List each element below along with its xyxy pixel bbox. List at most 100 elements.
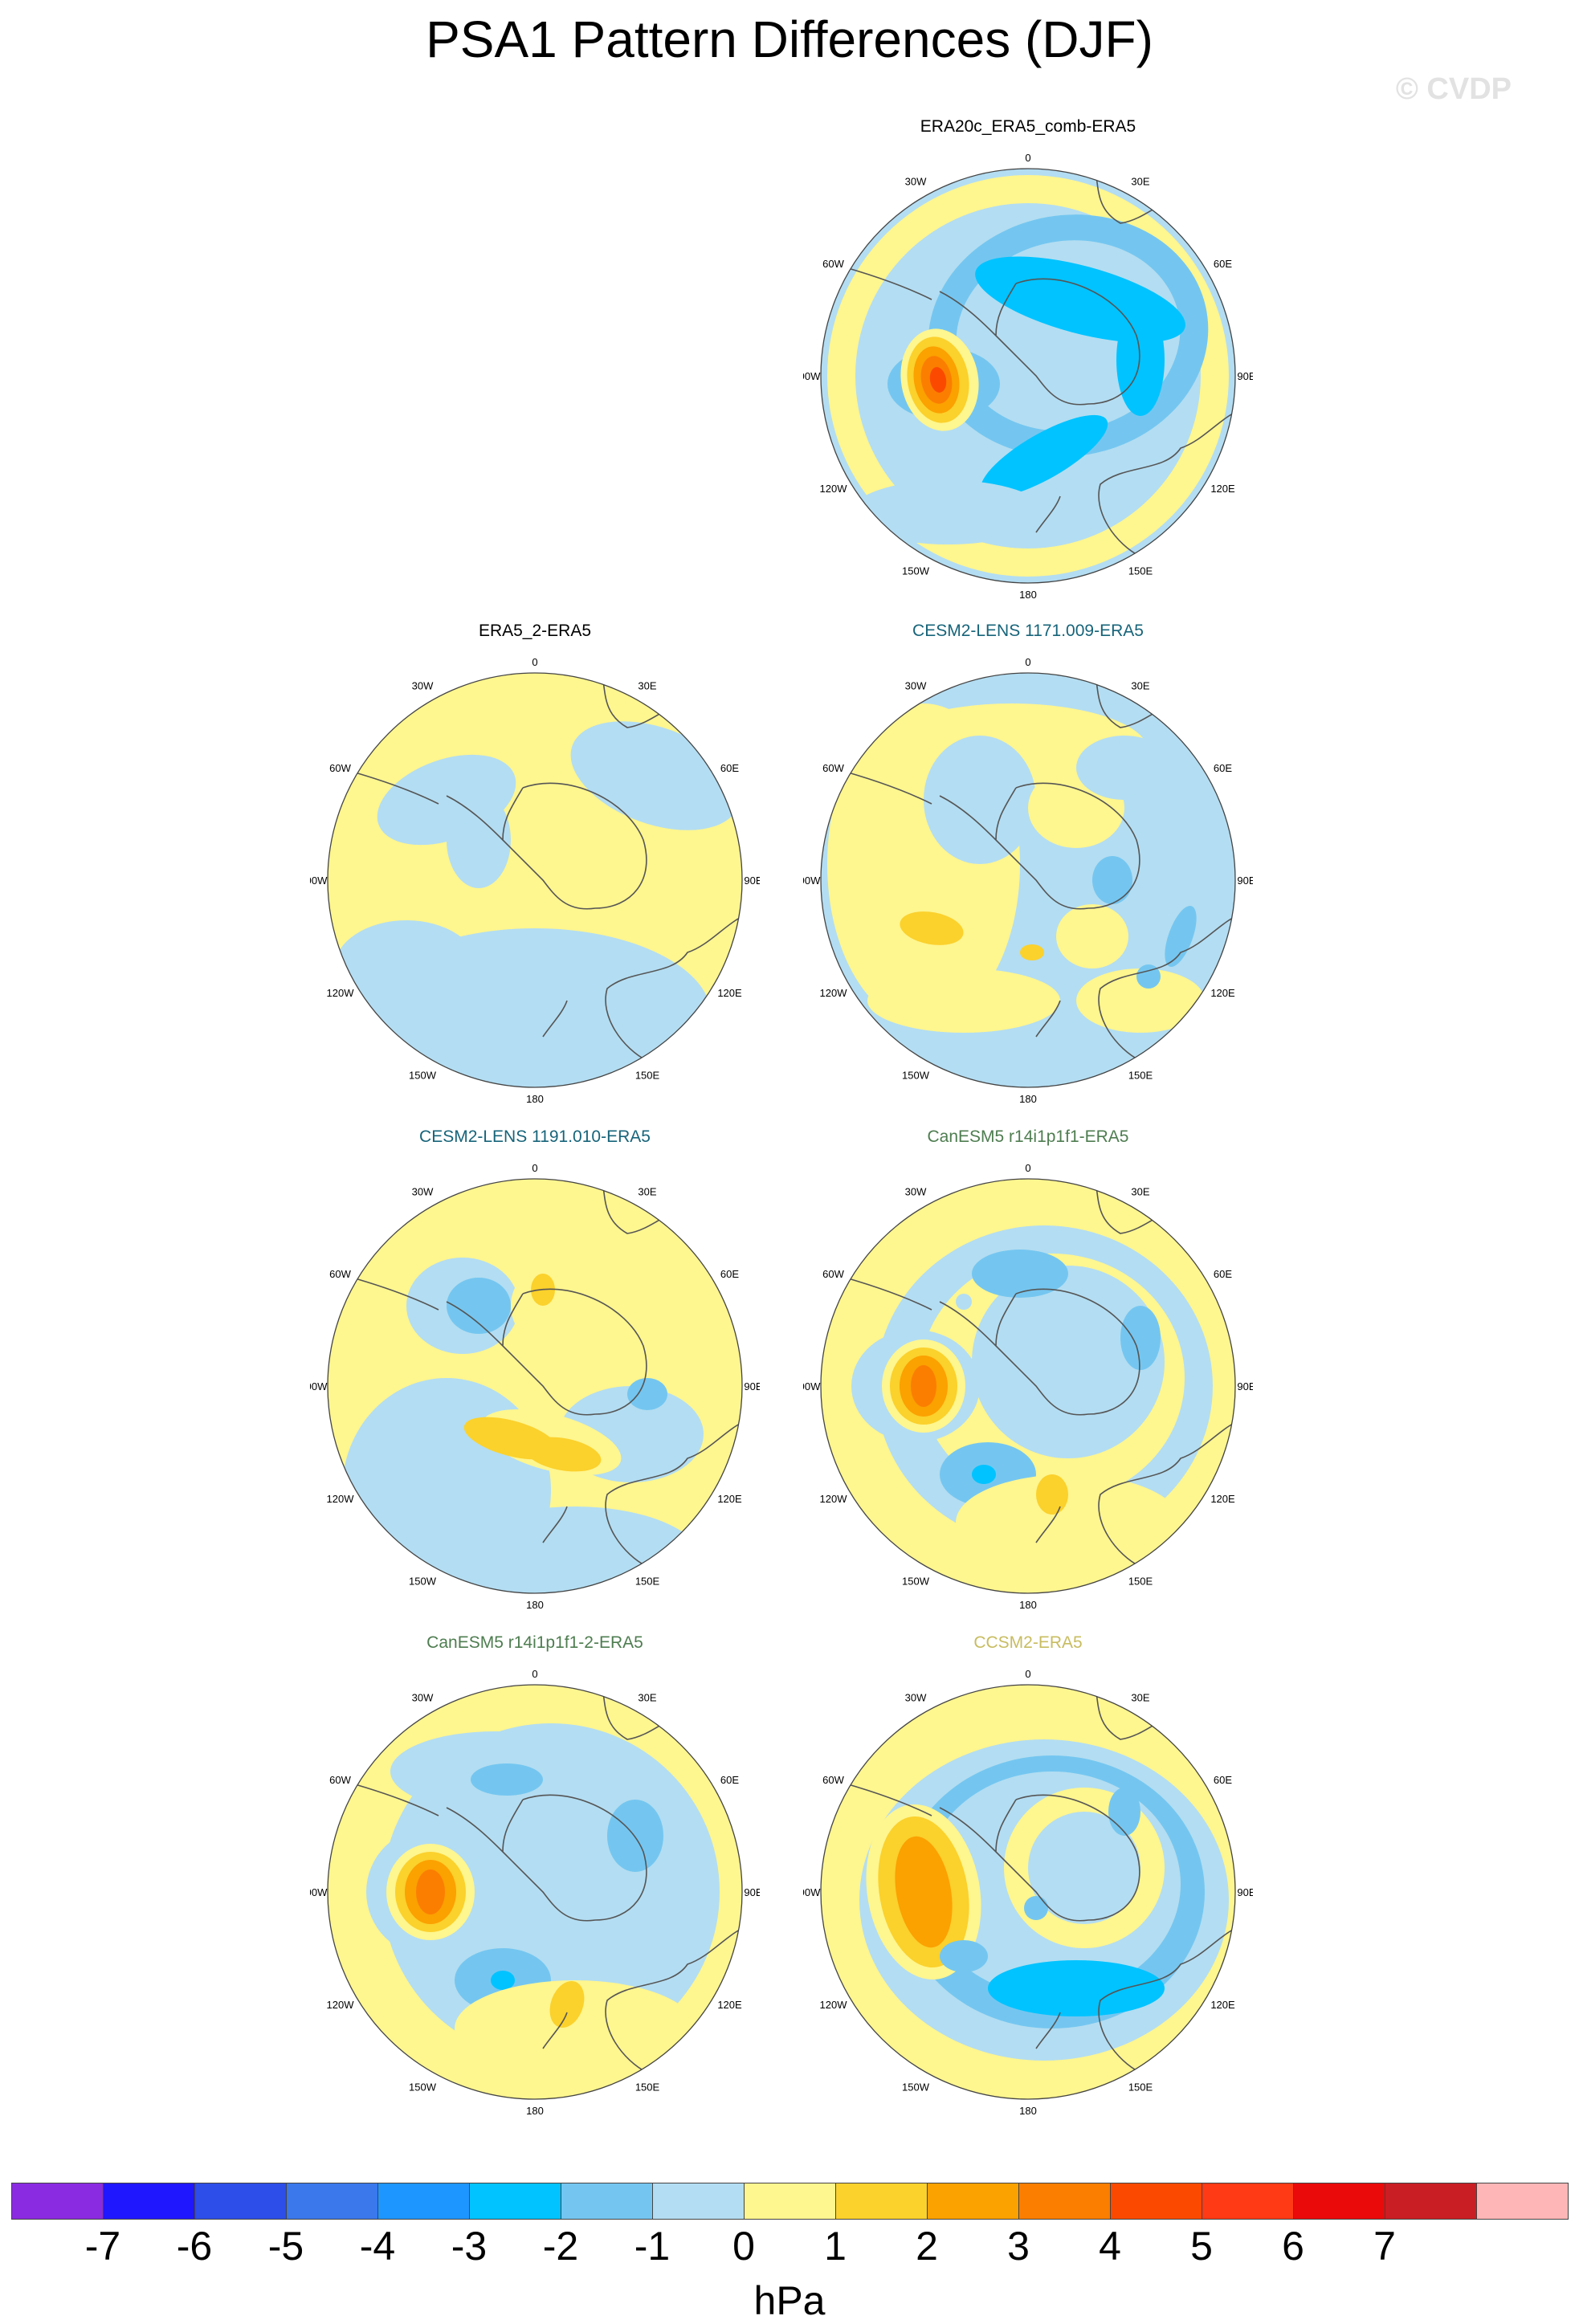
longitude-label: 30E — [1131, 1186, 1149, 1198]
panel-cesm2-1171: CESM2-LENS 1171.009-ERA5 0 30E 60E 90E 120E 1… — [803, 622, 1253, 1119]
longitude-label: 120E — [1210, 483, 1235, 495]
panel-era5-2: ERA5_2-ERA5 0 30E 60E 90E 120E 150E 180 150W 120… — [310, 622, 760, 1119]
colorbar-box — [1293, 2183, 1385, 2220]
colorbar-box — [1385, 2183, 1477, 2220]
contour-region — [895, 1836, 953, 1948]
contour-region — [1092, 856, 1132, 904]
contour-region — [1056, 904, 1128, 968]
contour-region — [911, 1365, 936, 1407]
longitude-label: 120W — [820, 1999, 848, 2011]
contour-field — [821, 1685, 1235, 2099]
colorbar-box — [652, 2183, 745, 2220]
longitude-label: 0 — [1025, 656, 1030, 668]
longitude-label: 0 — [532, 656, 537, 668]
longitude-label: 150E — [1128, 565, 1153, 577]
panel-title: CESM2-LENS 1191.010-ERA5 — [419, 1127, 651, 1146]
colorbar-tick-label: -2 — [542, 2224, 579, 2269]
longitude-label: 150E — [635, 1070, 660, 1082]
longitude-label: 180 — [1019, 589, 1037, 601]
longitude-label: 90W — [310, 1886, 328, 1898]
longitude-label: 120W — [327, 1493, 355, 1505]
longitude-label: 150W — [409, 1070, 437, 1082]
contour-region — [940, 1940, 988, 1972]
longitude-label: 90E — [744, 1886, 760, 1898]
longitude-label: 150E — [635, 2081, 660, 2094]
colorbar-box — [377, 2183, 470, 2220]
longitude-label: 0 — [1025, 152, 1030, 164]
polar-map: 0 30E 60E 90E 120E 150E 180 150W 120W 90W 60W 30W — [803, 152, 1253, 601]
colorbar-tick-label: -3 — [451, 2224, 488, 2269]
longitude-label: 30E — [1131, 680, 1149, 692]
contour-region — [980, 414, 1108, 498]
contour-region — [867, 968, 1060, 1033]
colorbar-tick-label: 2 — [916, 2224, 938, 2269]
panel-canesm5-r14-2: CanESM5 r14i1p1f1-2-ERA5 0 30E 60E 90E 120E 1… — [310, 1633, 760, 2131]
longitude-label: 150E — [635, 1576, 660, 1588]
longitude-label: 120E — [717, 1493, 742, 1505]
panel-canesm5-r14: CanESM5 r14i1p1f1-ERA5 0 30E 60E 90E 120E 150… — [803, 1127, 1253, 1625]
contour-region — [549, 1980, 585, 2028]
longitude-label: 30W — [412, 680, 434, 692]
longitude-label: 60E — [1214, 762, 1232, 774]
longitude-label: 30E — [638, 680, 656, 692]
contour-region — [1076, 736, 1173, 800]
colorbar-units: hPa — [753, 2278, 826, 2323]
map-border — [820, 1684, 1236, 2100]
longitude-label: 120W — [820, 987, 848, 999]
longitude-label: 120E — [1210, 987, 1235, 999]
longitude-label: 30E — [1131, 176, 1149, 188]
longitude-label: 60W — [822, 258, 844, 270]
contour-region — [447, 792, 511, 888]
longitude-label: 30W — [412, 1692, 434, 1704]
longitude-label: 60W — [822, 1774, 844, 1786]
contour-region — [956, 1474, 1181, 1571]
contour-field — [328, 1179, 742, 1593]
longitude-label: 30W — [905, 1186, 927, 1198]
colorbar-box — [561, 2183, 653, 2220]
longitude-label: 60E — [1214, 1268, 1232, 1280]
longitude-label: 150W — [902, 1070, 930, 1082]
longitude-label: 90W — [310, 1380, 328, 1392]
colorbar-tick-label: 5 — [1190, 2224, 1213, 2269]
contour-region — [1036, 1474, 1068, 1515]
colorbar-box — [194, 2183, 287, 2220]
longitude-label: 120E — [1210, 1493, 1235, 1505]
longitude-label: 60W — [329, 1268, 351, 1280]
longitude-label: 120E — [717, 1999, 742, 2011]
colorbar-tick-label: -6 — [176, 2224, 213, 2269]
longitude-label: 90E — [744, 1380, 760, 1392]
longitude-label: 150W — [409, 2081, 437, 2094]
contour-region — [956, 1294, 972, 1310]
panel-title: CESM2-LENS 1171.009-ERA5 — [912, 622, 1144, 640]
longitude-label: 120E — [717, 987, 742, 999]
contour-region — [972, 1465, 996, 1484]
longitude-label: 60E — [720, 1774, 739, 1786]
panel-title: CanESM5 r14i1p1f1-2-ERA5 — [426, 1633, 643, 1652]
contour-region — [1076, 968, 1205, 1033]
contour-region — [1120, 1306, 1161, 1370]
contour-region — [455, 1980, 696, 2077]
longitude-label: 0 — [1025, 1162, 1030, 1174]
longitude-label: 90W — [310, 875, 328, 887]
colorbar-box — [744, 2183, 836, 2220]
panel-title: CanESM5 r14i1p1f1-ERA5 — [927, 1127, 1129, 1146]
polar-map: 0 30E 60E 90E 120E 150E 180 150W 120W 90W 60W 30W — [310, 1668, 760, 2117]
longitude-label: 60E — [1214, 1774, 1232, 1786]
longitude-label: 30W — [905, 176, 927, 188]
map-border — [327, 672, 743, 1088]
longitude-label: 90W — [803, 370, 821, 382]
contour-field — [821, 1179, 1235, 1593]
longitude-label: 120W — [820, 483, 848, 495]
longitude-label: 120E — [1210, 1999, 1235, 2011]
longitude-label: 120W — [327, 987, 355, 999]
contour-region — [972, 1250, 1068, 1298]
contour-region — [851, 480, 1044, 544]
longitude-label: 30W — [905, 680, 927, 692]
colorbar-box — [286, 2183, 378, 2220]
polar-map: 0 30E 60E 90E 120E 150E 180 150W 120W 90W 60W 30W — [310, 1162, 760, 1611]
longitude-label: 60W — [822, 762, 844, 774]
longitude-label: 180 — [526, 1599, 544, 1611]
contour-region — [1116, 304, 1165, 416]
longitude-label: 120W — [327, 1999, 355, 2011]
longitude-label: 60E — [720, 1268, 739, 1280]
